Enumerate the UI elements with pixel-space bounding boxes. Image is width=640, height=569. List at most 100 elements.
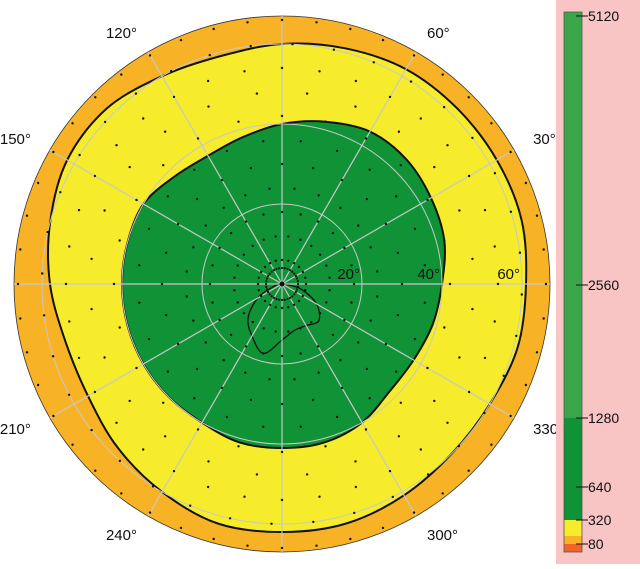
sample-point [325,264,328,267]
sample-point [457,444,461,448]
sample-point [304,276,307,279]
sample-point [265,277,269,280]
sample-point [212,27,215,31]
sample-point [490,443,493,446]
sample-point [388,469,392,473]
sample-point [324,445,327,448]
sample-point [396,251,400,255]
sample-point [260,294,263,298]
sample-point [493,245,496,248]
sample-point [364,137,368,140]
sample-point [206,79,210,83]
sample-points [16,18,548,550]
sample-point [262,213,265,216]
sample-point [446,421,449,424]
sample-point [467,96,470,99]
sample-point [225,149,229,153]
sample-point [413,227,417,231]
sample-point [68,320,71,323]
angular-gridline-210 [49,283,283,419]
sample-point [426,366,429,370]
sample-point [288,269,292,272]
sample-point [280,18,284,22]
sample-point [391,495,394,499]
sample-point [179,38,183,42]
legend-band-4 [564,520,582,536]
sample-point [412,511,416,514]
sample-point [71,122,74,125]
sample-point [318,495,321,498]
sample-point [354,79,358,83]
sample-point [324,120,327,123]
sample-point [135,198,138,202]
sample-point [339,206,342,209]
sample-point [94,96,97,99]
sample-point [368,397,371,400]
sample-point [138,264,141,267]
angular-gridline-60 [281,51,417,285]
sample-point [51,355,55,358]
sample-point [280,402,284,406]
angular-gridline-240 [147,283,283,517]
sample-point [52,414,55,418]
sample-point [496,282,500,286]
sample-point [243,70,246,73]
sample-point [293,272,296,275]
sample-point [433,165,436,169]
sample-point [275,297,278,301]
sample-point [483,411,486,415]
sample-point [67,393,71,396]
sample-point [396,313,400,317]
sample-point [268,187,271,190]
sample-point [36,181,40,185]
legend-label-5120: 5120 [588,8,619,24]
sample-point [265,280,268,283]
sample-point [275,267,278,271]
sample-point [294,290,297,294]
angular-gridline-120 [147,51,283,285]
sample-point [59,191,62,194]
sample-point [118,239,121,242]
sample-point [299,238,302,241]
sample-point [237,445,240,448]
angular-tick-label-240: 240° [106,527,137,544]
sample-point [294,274,297,278]
sample-point [509,414,512,418]
sample-point [46,230,49,234]
sample-point [471,307,474,311]
sample-point [395,195,398,198]
sample-point [138,301,141,304]
sample-point [317,371,320,374]
sample-point [268,293,271,296]
sample-point [128,165,131,169]
legend-band-6 [564,544,582,552]
sample-point [262,352,265,355]
angular-gridline-30 [281,149,515,285]
sample-point [208,282,212,286]
sample-point [228,517,232,520]
sample-point [147,337,151,341]
sample-point [293,378,296,381]
sample-point [166,370,169,373]
sample-point [315,544,318,547]
sample-point [419,117,422,120]
sample-point [264,282,268,286]
sample-point [147,227,151,231]
sample-point [244,371,247,374]
sample-point [77,208,81,212]
sample-point [353,511,356,515]
sample-point [301,270,304,274]
sample-point [164,251,168,255]
sample-point [185,295,188,298]
sample-point [295,277,299,280]
sample-point [151,485,155,488]
sample-point [260,270,263,274]
sample-point [310,320,313,324]
sample-point [328,289,331,292]
sample-point [255,473,259,476]
sample-point [318,312,322,315]
sample-point [349,27,352,31]
sample-point [195,197,199,201]
sample-point [204,224,207,227]
sample-point [544,282,548,286]
